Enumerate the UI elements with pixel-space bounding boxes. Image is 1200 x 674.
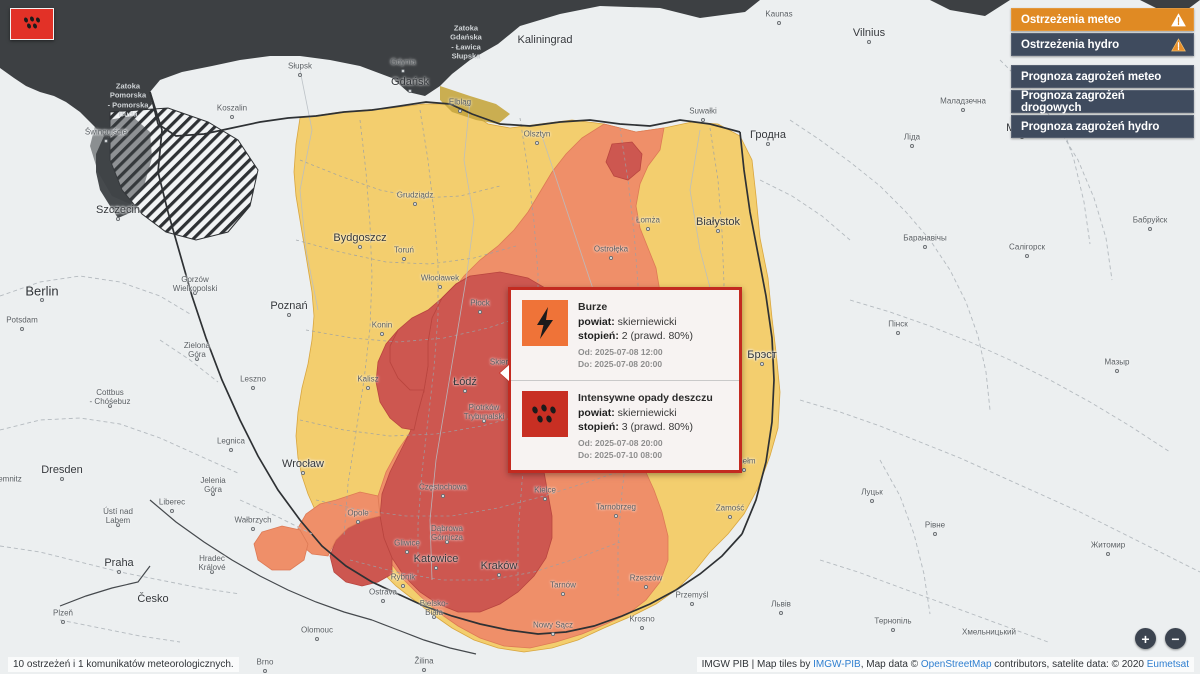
- menu-item-ostrzezenia-meteo[interactable]: Ostrzeżenia meteo: [1011, 8, 1194, 31]
- menu-item-label: Prognoza zagrożeń drogowych: [1021, 89, 1125, 114]
- popup-entry-validity: Od: 2025-07-08 20:00 Do: 2025-07-10 08:0…: [578, 437, 713, 462]
- attribution-mid2: contributors, satelite data: © 2020: [991, 658, 1147, 670]
- app-logo-badge[interactable]: [10, 8, 54, 40]
- popup-pointer: [500, 365, 509, 381]
- layer-menu[interactable]: Ostrzeżenia meteo Ostrzeżenia hydro Prog…: [1011, 8, 1194, 138]
- thunderstorm-icon: [522, 300, 568, 346]
- warning-triangle-icon: [1171, 37, 1186, 51]
- popup-from-label: Od:: [578, 347, 593, 357]
- attribution-prefix: IMGW PIB | Map tiles by: [701, 658, 814, 670]
- menu-item-label: Prognoza zagrożeń hydro: [1021, 120, 1160, 133]
- popup-from-label: Od:: [578, 437, 593, 448]
- menu-separator: [1011, 58, 1194, 63]
- warning-popup[interactable]: Burze powiat: skierniewicki stopień: 2 (…: [500, 287, 742, 474]
- attribution-eumetsat-link[interactable]: Eumetsat: [1146, 658, 1189, 670]
- popup-entry-text: Intensywne opady deszczu powiat: skierni…: [578, 391, 713, 462]
- menu-item-label: Prognoza zagrożeń meteo: [1021, 70, 1162, 83]
- menu-item-prognoza-zagrozen-meteo[interactable]: Prognoza zagrożeń meteo: [1011, 65, 1194, 88]
- popup-county-value: skierniewicki: [617, 316, 677, 328]
- popup-entry-title: Burze: [578, 301, 608, 313]
- popup-entry-level: stopień: 3 (prawd. 80%): [578, 421, 713, 433]
- warning-triangle-icon: [1171, 12, 1186, 26]
- heavy-rain-icon: [24, 16, 40, 29]
- zoom-controls[interactable]: + −: [1135, 628, 1186, 649]
- popup-entry-burze: Burze powiat: skierniewicki stopień: 2 (…: [511, 290, 739, 380]
- popup-to-value: 2025-07-10 08:00: [594, 449, 663, 460]
- heavy-rain-icon: [522, 390, 568, 437]
- popup-entry-validity: Od: 2025-07-08 12:00 Do: 2025-07-08 20:0…: [578, 346, 693, 371]
- popup-level-value: 3 (prawd. 80%): [621, 420, 693, 433]
- menu-item-prognoza-zagrozen-drogowych[interactable]: Prognoza zagrożeń drogowych: [1011, 89, 1194, 114]
- popup-county-value: skierniewicki: [617, 406, 677, 419]
- popup-entry-level: stopień: 2 (prawd. 80%): [578, 330, 693, 342]
- attribution-osm-link[interactable]: OpenStreetMap: [920, 658, 992, 670]
- popup-entry-county: powiat: skierniewicki: [578, 316, 693, 328]
- popup-level-value: 2 (prawd. 80%): [621, 330, 693, 342]
- popup-to-value: 2025-07-08 20:00: [594, 359, 663, 370]
- popup-county-label: powiat:: [578, 406, 615, 419]
- warning-count-status: 10 ostrzeżeń i 1 komunikatów meteorologi…: [8, 656, 239, 672]
- popup-from-value: 2025-07-08 12:00: [595, 347, 663, 357]
- menu-item-label: Ostrzeżenia hydro: [1021, 38, 1119, 51]
- popup-entry-intensywne-opady-deszczu: Intensywne opady deszczu powiat: skierni…: [511, 379, 739, 471]
- attribution-tiles-link[interactable]: IMGW-PIB: [813, 658, 861, 670]
- menu-item-prognoza-zagrozen-hydro[interactable]: Prognoza zagrożeń hydro: [1011, 115, 1194, 138]
- footer-bar: 10 ostrzeżeń i 1 komunikatów meteorologi…: [0, 654, 1200, 674]
- popup-county-label: powiat:: [578, 316, 615, 328]
- popup-entry-title: Intensywne opady deszczu: [578, 391, 713, 404]
- popup-level-label: stopień:: [578, 330, 619, 342]
- popup-entry-text: Burze powiat: skierniewicki stopień: 2 (…: [578, 300, 693, 371]
- map-attribution: IMGW PIB | Map tiles by IMGW-PIB, Map da…: [696, 656, 1194, 672]
- popup-entry-county: powiat: skierniewicki: [578, 407, 713, 419]
- attribution-mid: , Map data ©: [860, 658, 921, 670]
- menu-item-label: Ostrzeżenia meteo: [1021, 13, 1121, 26]
- menu-item-ostrzezenia-hydro[interactable]: Ostrzeżenia hydro: [1011, 33, 1194, 56]
- popup-to-label: Do:: [578, 449, 593, 460]
- popup-from-value: 2025-07-08 20:00: [595, 437, 663, 448]
- popup-to-label: Do:: [578, 359, 593, 370]
- zoom-out-button[interactable]: −: [1165, 628, 1186, 649]
- popup-level-label: stopień:: [578, 420, 619, 433]
- zoom-in-button[interactable]: +: [1135, 628, 1156, 649]
